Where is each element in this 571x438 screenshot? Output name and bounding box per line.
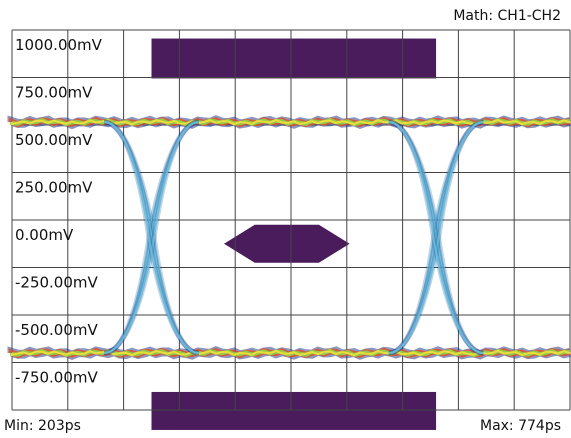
trace-transition-left: [104, 121, 199, 354]
min-readout: Min: 203ps: [4, 418, 81, 434]
trace-transition-right: [388, 121, 484, 354]
trace-transition-shadow-left: [103, 119, 200, 356]
y-tick-label: -250.00mV: [15, 274, 99, 292]
trace-high-rail-layer: [11, 118, 571, 126]
math-channel-label: Math: CH1-CH2: [453, 8, 561, 24]
mask-bottom: [151, 391, 437, 430]
y-tick-label: 0.00mV: [15, 226, 74, 244]
y-tick-label: 250.00mV: [15, 179, 93, 197]
y-tick-label: -500.00mV: [15, 321, 99, 339]
y-tick-label: 1000.00mV: [15, 36, 103, 54]
trace-transition-left: [104, 121, 199, 354]
trace-layer: [7, 115, 571, 361]
max-readout: Max: 774ps: [479, 418, 561, 434]
trace-low-rail-layer: [11, 349, 571, 357]
y-tick-label: -750.00mV: [15, 369, 99, 387]
y-tick-label: 500.00mV: [15, 131, 93, 149]
grid-layer: [11, 29, 571, 411]
mask-center: [224, 224, 350, 263]
mask-layer: [151, 38, 437, 430]
mask-top: [151, 38, 437, 79]
y-tick-label-layer: 1000.00mV 750.00mV 500.00mV 250.00mV 0.00mV -…: [15, 36, 103, 387]
trace-transition-right: [388, 121, 484, 354]
y-tick-label: 750.00mV: [15, 84, 93, 102]
